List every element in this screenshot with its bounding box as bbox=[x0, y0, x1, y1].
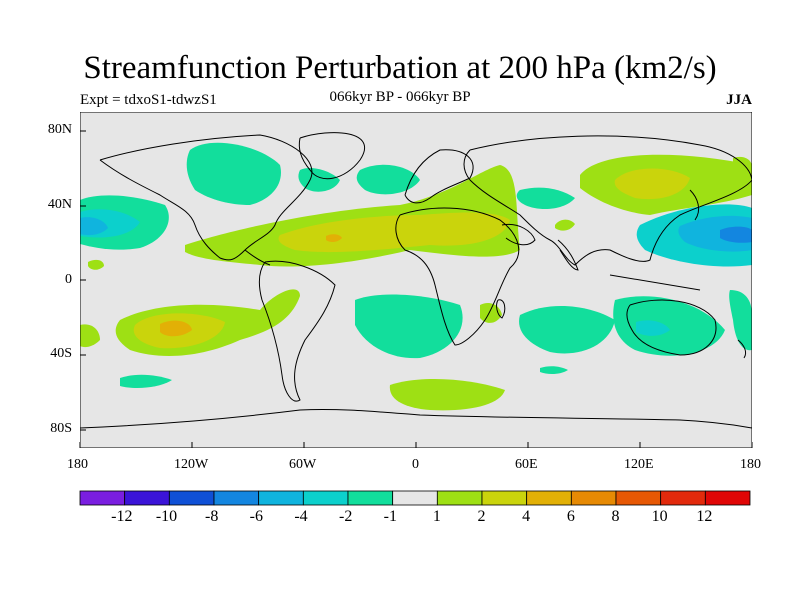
y-tick-label: 0 bbox=[65, 272, 72, 287]
colorbar-label: 8 bbox=[611, 508, 620, 525]
coast-new-zealand bbox=[737, 339, 747, 359]
y-tick-label: 40S bbox=[50, 346, 72, 361]
coast-indonesia bbox=[609, 274, 701, 291]
coastlines bbox=[80, 132, 752, 429]
coast-japan bbox=[689, 189, 700, 221]
colorbar-swatch bbox=[347, 490, 394, 506]
region-north-atlantic-low bbox=[186, 142, 281, 205]
region-west-pacific-deep bbox=[678, 215, 752, 252]
coast-india bbox=[557, 239, 579, 271]
season-label: JJA bbox=[726, 92, 752, 108]
coast-central-america bbox=[244, 249, 271, 266]
colorbar-label: -2 bbox=[339, 508, 353, 525]
map-area bbox=[80, 112, 752, 448]
x-tick-label: 60W bbox=[289, 457, 317, 472]
colorbar-label: 1 bbox=[432, 508, 441, 525]
coast-madagascar bbox=[496, 299, 506, 319]
colorbar-swatch bbox=[302, 490, 349, 506]
coast-south-america bbox=[258, 260, 336, 402]
region-pacific-east-strip bbox=[733, 156, 752, 185]
region-south-pacific-strip bbox=[120, 374, 172, 388]
plot-title: Streamfunction Perturbation at 200 hPa (… bbox=[83, 50, 717, 86]
colorbar-swatch bbox=[615, 490, 662, 506]
colorbar-label: -1 bbox=[383, 508, 397, 525]
coast-antarctica bbox=[80, 408, 752, 429]
colorbar-swatch bbox=[570, 490, 617, 506]
x-tick-label: 60E bbox=[515, 457, 538, 472]
colorbar-label: -6 bbox=[249, 508, 263, 525]
x-tick-label: 120E bbox=[624, 457, 654, 472]
colorbar-label: -8 bbox=[205, 508, 219, 525]
colorbar-label: -10 bbox=[155, 508, 178, 525]
coast-europe bbox=[404, 149, 474, 204]
colorbar-swatch bbox=[168, 490, 215, 506]
contour-layer-neg8 bbox=[720, 226, 752, 243]
colorbar-swatch bbox=[526, 490, 572, 506]
region-north-pacific-deep bbox=[80, 217, 108, 236]
region-australia-core bbox=[636, 320, 670, 336]
region-atlantic-center bbox=[326, 234, 342, 243]
x-tick-label: 120W bbox=[174, 457, 209, 472]
x-ticks bbox=[79, 442, 753, 448]
colorbar-swatch bbox=[704, 490, 751, 506]
colorbar-swatch bbox=[124, 490, 170, 506]
period-label: 066kyr BP - 066kyr BP bbox=[329, 89, 471, 105]
colorbar-label: -4 bbox=[294, 508, 308, 525]
colorbar-swatch bbox=[392, 490, 438, 506]
experiment-label: Expt = tdxoS1-tdwzS1 bbox=[80, 92, 217, 108]
y-tick-label: 80N bbox=[47, 122, 72, 137]
coast-africa bbox=[395, 207, 520, 346]
colorbar-swatch bbox=[213, 490, 260, 506]
region-pacific-west-low bbox=[729, 290, 752, 351]
colorbar-label: 12 bbox=[696, 508, 713, 525]
colorbar-swatch bbox=[436, 490, 483, 506]
region-eurasia-low bbox=[356, 164, 420, 195]
coast-greenland bbox=[298, 132, 366, 180]
region-greenland-low bbox=[298, 168, 340, 192]
colorbar-label: 4 bbox=[522, 508, 531, 525]
region-eastern-pacific-blob bbox=[88, 259, 104, 270]
coast-australia bbox=[626, 299, 717, 356]
colorbar-label: 2 bbox=[477, 508, 486, 525]
region-west-pacific-center bbox=[720, 226, 752, 243]
contour-layer-neg2 bbox=[80, 142, 752, 388]
region-central-pacific-high bbox=[555, 219, 575, 231]
y-tick-label: 40N bbox=[47, 197, 72, 212]
region-south-pacific-center bbox=[160, 320, 192, 337]
region-southern-indian-strip bbox=[540, 366, 568, 375]
colorbar-swatch bbox=[481, 490, 528, 506]
colorbar-swatch bbox=[660, 490, 706, 506]
colorbar-label: -12 bbox=[111, 508, 133, 525]
colorbar-label: 6 bbox=[566, 508, 575, 525]
coast-asia bbox=[463, 135, 752, 266]
region-asia-core bbox=[614, 168, 690, 200]
x-tick-label: 180 bbox=[67, 457, 88, 472]
colorbar-swatch bbox=[79, 490, 126, 506]
contour-layer-pos4 bbox=[160, 234, 342, 337]
colorbar-swatch bbox=[258, 490, 304, 506]
region-central-asia-low bbox=[516, 187, 575, 210]
region-indian-ocean-low bbox=[519, 305, 615, 354]
region-southern-ocean-high bbox=[389, 378, 505, 411]
y-ticks bbox=[80, 130, 86, 431]
contour-layer-neg6 bbox=[80, 215, 752, 252]
x-tick-label: 180 bbox=[740, 457, 761, 472]
colorbar bbox=[79, 490, 751, 506]
region-southern-africa-low bbox=[355, 294, 463, 359]
coast-arabia bbox=[501, 223, 536, 246]
colorbar-label: 10 bbox=[651, 508, 668, 525]
region-dateline-west bbox=[80, 324, 100, 348]
region-atlantic-africa-core bbox=[278, 212, 510, 253]
x-tick-label: 0 bbox=[412, 457, 419, 472]
coast-north-america bbox=[99, 134, 313, 261]
y-tick-label: 80S bbox=[50, 421, 72, 436]
